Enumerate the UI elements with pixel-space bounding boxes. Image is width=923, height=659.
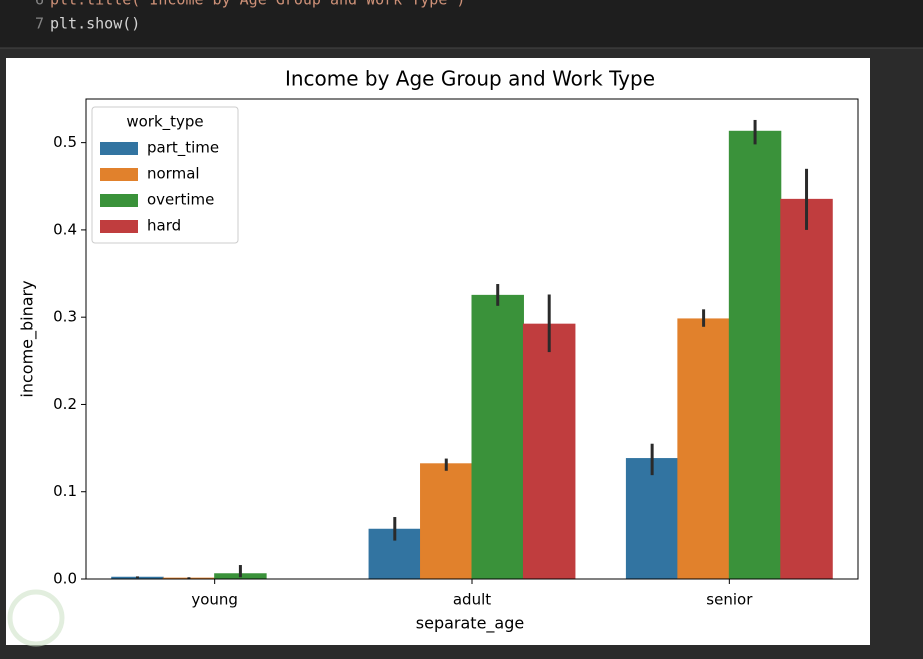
bar	[522, 323, 576, 580]
code-line: plt.title('Income by Age Group and Work …	[50, 0, 465, 9]
legend-swatch	[100, 194, 138, 207]
bar	[625, 458, 679, 580]
legend-label: hard	[147, 217, 181, 235]
line-number: 6	[35, 0, 44, 9]
x-tick-label: young	[191, 591, 238, 609]
x-axis-label: separate_age	[416, 614, 524, 634]
watermark	[7, 589, 65, 647]
plot-frame	[85, 98, 859, 580]
bar	[677, 318, 730, 580]
y-tick-label: 0.0	[53, 570, 77, 588]
bar	[420, 463, 473, 580]
x-tick-label: adult	[453, 591, 491, 609]
legend-swatch	[100, 142, 138, 155]
code-line: plt.show()	[50, 15, 140, 33]
legend-label: normal	[147, 165, 200, 183]
legend-swatch	[100, 220, 138, 233]
line-number: 7	[35, 15, 44, 33]
bar	[471, 294, 524, 580]
x-tick-label: senior	[706, 591, 753, 609]
legend-label: overtime	[147, 191, 214, 209]
y-tick-label: 0.4	[53, 220, 77, 238]
legend-title: work_type	[126, 113, 203, 132]
y-axis-label: income_binary	[18, 280, 38, 397]
y-tick-label: 0.1	[53, 482, 77, 500]
bar	[780, 198, 833, 580]
y-tick-label: 0.2	[53, 395, 77, 413]
bar	[728, 130, 782, 580]
legend-label: part_time	[147, 139, 219, 158]
chart-title: Income by Age Group and Work Type	[285, 67, 655, 91]
code-cell	[0, 0, 923, 48]
y-tick-label: 0.3	[53, 308, 77, 326]
legend-swatch	[100, 168, 138, 181]
y-tick-label: 0.5	[53, 133, 77, 151]
legend-box	[91, 106, 239, 244]
